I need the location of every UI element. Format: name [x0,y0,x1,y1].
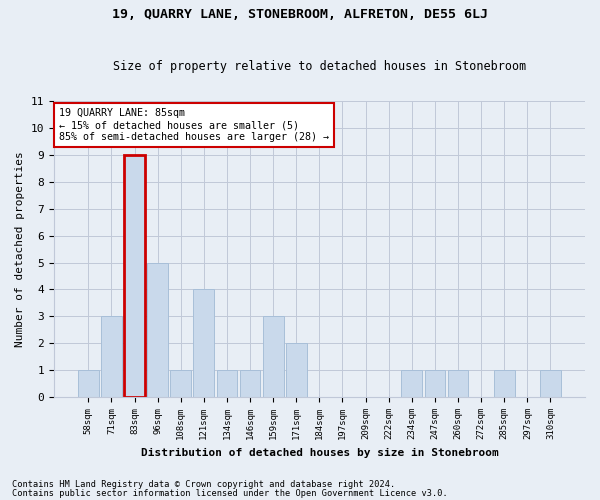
Text: 19 QUARRY LANE: 85sqm
← 15% of detached houses are smaller (5)
85% of semi-detac: 19 QUARRY LANE: 85sqm ← 15% of detached … [59,108,329,142]
Text: Contains public sector information licensed under the Open Government Licence v3: Contains public sector information licen… [12,488,448,498]
Bar [124,155,145,397]
Y-axis label: Number of detached properties: Number of detached properties [15,151,25,347]
Bar [494,370,515,397]
Bar [78,370,99,397]
Bar [170,370,191,397]
Bar [239,370,260,397]
Bar [448,370,469,397]
Bar [401,370,422,397]
Bar [193,290,214,397]
Text: 19, QUARRY LANE, STONEBROOM, ALFRETON, DE55 6LJ: 19, QUARRY LANE, STONEBROOM, ALFRETON, D… [112,8,488,20]
Bar [101,316,122,397]
Bar [263,316,284,397]
Title: Size of property relative to detached houses in Stonebroom: Size of property relative to detached ho… [113,60,526,74]
Text: Contains HM Land Registry data © Crown copyright and database right 2024.: Contains HM Land Registry data © Crown c… [12,480,395,489]
Bar [540,370,561,397]
Bar [286,344,307,397]
X-axis label: Distribution of detached houses by size in Stonebroom: Distribution of detached houses by size … [140,448,498,458]
Bar [425,370,445,397]
Bar [147,262,168,397]
Bar [217,370,238,397]
